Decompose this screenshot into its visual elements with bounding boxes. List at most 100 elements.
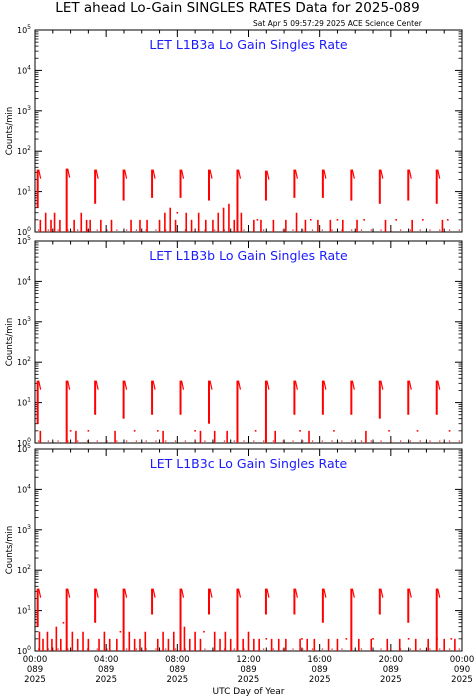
data-spike-tail: [124, 169, 128, 179]
data-point-floor: [37, 648, 40, 650]
data-point-floor: [116, 648, 118, 650]
data-point-floor: [184, 229, 186, 231]
x-tick-year: 2025: [451, 675, 473, 685]
data-spike-tail: [67, 588, 71, 598]
data-point-floor: [86, 440, 89, 442]
data-point-floor: [419, 440, 421, 442]
y-tick-label: 100: [17, 437, 31, 448]
data-spike-tail: [437, 588, 441, 598]
data-spike-tail: [67, 380, 71, 390]
data-spike-tail: [67, 168, 71, 178]
data-point-floor: [331, 648, 333, 650]
data-point-floor: [341, 229, 343, 231]
data-point: [436, 638, 438, 640]
data-point-floor: [331, 229, 333, 231]
data-spike-tail: [323, 588, 327, 598]
data-point: [133, 430, 136, 432]
y-tick-label: 101: [17, 605, 31, 616]
data-point-floor: [67, 440, 69, 442]
data-point-floor: [77, 648, 79, 650]
data-point-floor: [429, 229, 431, 231]
x-tick-year: 2025: [24, 675, 46, 685]
data-point: [416, 430, 419, 432]
data-spike-tail: [380, 588, 384, 598]
data-point-floor: [390, 648, 392, 650]
x-tick-time: 08:00: [165, 655, 190, 665]
data-point-floor: [400, 648, 402, 650]
data-spike-tail: [152, 169, 156, 179]
data-point-floor: [331, 440, 333, 442]
data-spike-tail: [408, 169, 412, 179]
data-spike-tail: [124, 380, 128, 390]
x-tick-doy: 089: [27, 665, 43, 675]
data-point-floor: [57, 648, 59, 650]
data-point: [450, 638, 453, 640]
data-point-floor: [360, 229, 363, 231]
data-point-floor: [351, 440, 353, 442]
data-point: [299, 430, 301, 432]
data-point-floor: [96, 440, 98, 442]
data-point: [407, 638, 410, 640]
data-point: [422, 219, 424, 221]
y-tick-label: 104: [17, 483, 31, 494]
data-point-floor: [126, 648, 128, 650]
data-point-floor: [145, 229, 147, 231]
data-point-floor: [86, 648, 89, 650]
data-point-floor: [243, 648, 245, 650]
data-point-floor: [204, 440, 206, 442]
data-point-floor: [135, 229, 138, 231]
data-point-floor: [165, 440, 167, 442]
panel-title: LET L1B3c Lo Gain Singles Rate: [150, 456, 348, 471]
data-point-floor: [116, 440, 118, 442]
x-tick-time: 00:00: [450, 655, 475, 665]
data-spike-tail: [437, 380, 441, 390]
data-point-floor: [174, 440, 177, 442]
data-spike-tail: [323, 169, 327, 179]
data-point-floor: [37, 229, 40, 231]
data-point-floor: [370, 440, 372, 442]
y-tick-label: 102: [17, 564, 31, 575]
data-point-floor: [302, 648, 304, 650]
data-point: [448, 430, 451, 432]
data-point-floor: [194, 229, 196, 231]
data-point-floor: [155, 648, 157, 650]
data-point-floor: [204, 229, 206, 231]
data-spike-tail: [408, 380, 412, 390]
data-point-floor: [194, 440, 196, 442]
data-point: [446, 219, 449, 221]
x-axis-label: UTC Day of Year: [213, 687, 285, 697]
data-point-floor: [311, 440, 314, 442]
data-point-floor: [282, 229, 284, 231]
data-point-floor: [243, 229, 245, 231]
data-point-floor: [439, 229, 441, 231]
x-tick-time: 20:00: [379, 655, 404, 665]
data-point-floor: [233, 440, 235, 442]
data-point-floor: [194, 648, 196, 650]
data-point-floor: [263, 440, 265, 442]
y-tick-label: 105: [17, 235, 31, 246]
data-point-floor: [57, 229, 59, 231]
data-point: [301, 638, 303, 640]
data-spike-tail: [266, 170, 270, 180]
data-point: [176, 211, 179, 214]
data-point-floor: [400, 440, 402, 442]
x-tick-doy: 089: [312, 665, 328, 675]
data-spike-tail: [323, 380, 327, 390]
panel-title: LET L1B3a Lo Gain Singles Rate: [149, 37, 348, 52]
data-point-floor: [370, 229, 372, 231]
data-spike-tail: [237, 588, 242, 598]
chart-main-title: LET ahead Lo-Gain SINGLES RATES Data for…: [55, 0, 420, 16]
data-point-floor: [233, 229, 235, 231]
data-point-floor: [184, 440, 186, 442]
data-point-floor: [106, 648, 108, 650]
data-point-floor: [390, 440, 392, 442]
data-point-floor: [135, 648, 138, 650]
data-point-floor: [174, 648, 177, 650]
data-spike-tail: [180, 380, 185, 390]
data-point-floor: [77, 440, 79, 442]
data-point-floor: [67, 648, 69, 650]
x-tick-doy: 089: [240, 665, 256, 675]
data-point-floor: [145, 648, 147, 650]
data-point-floor: [263, 648, 265, 650]
